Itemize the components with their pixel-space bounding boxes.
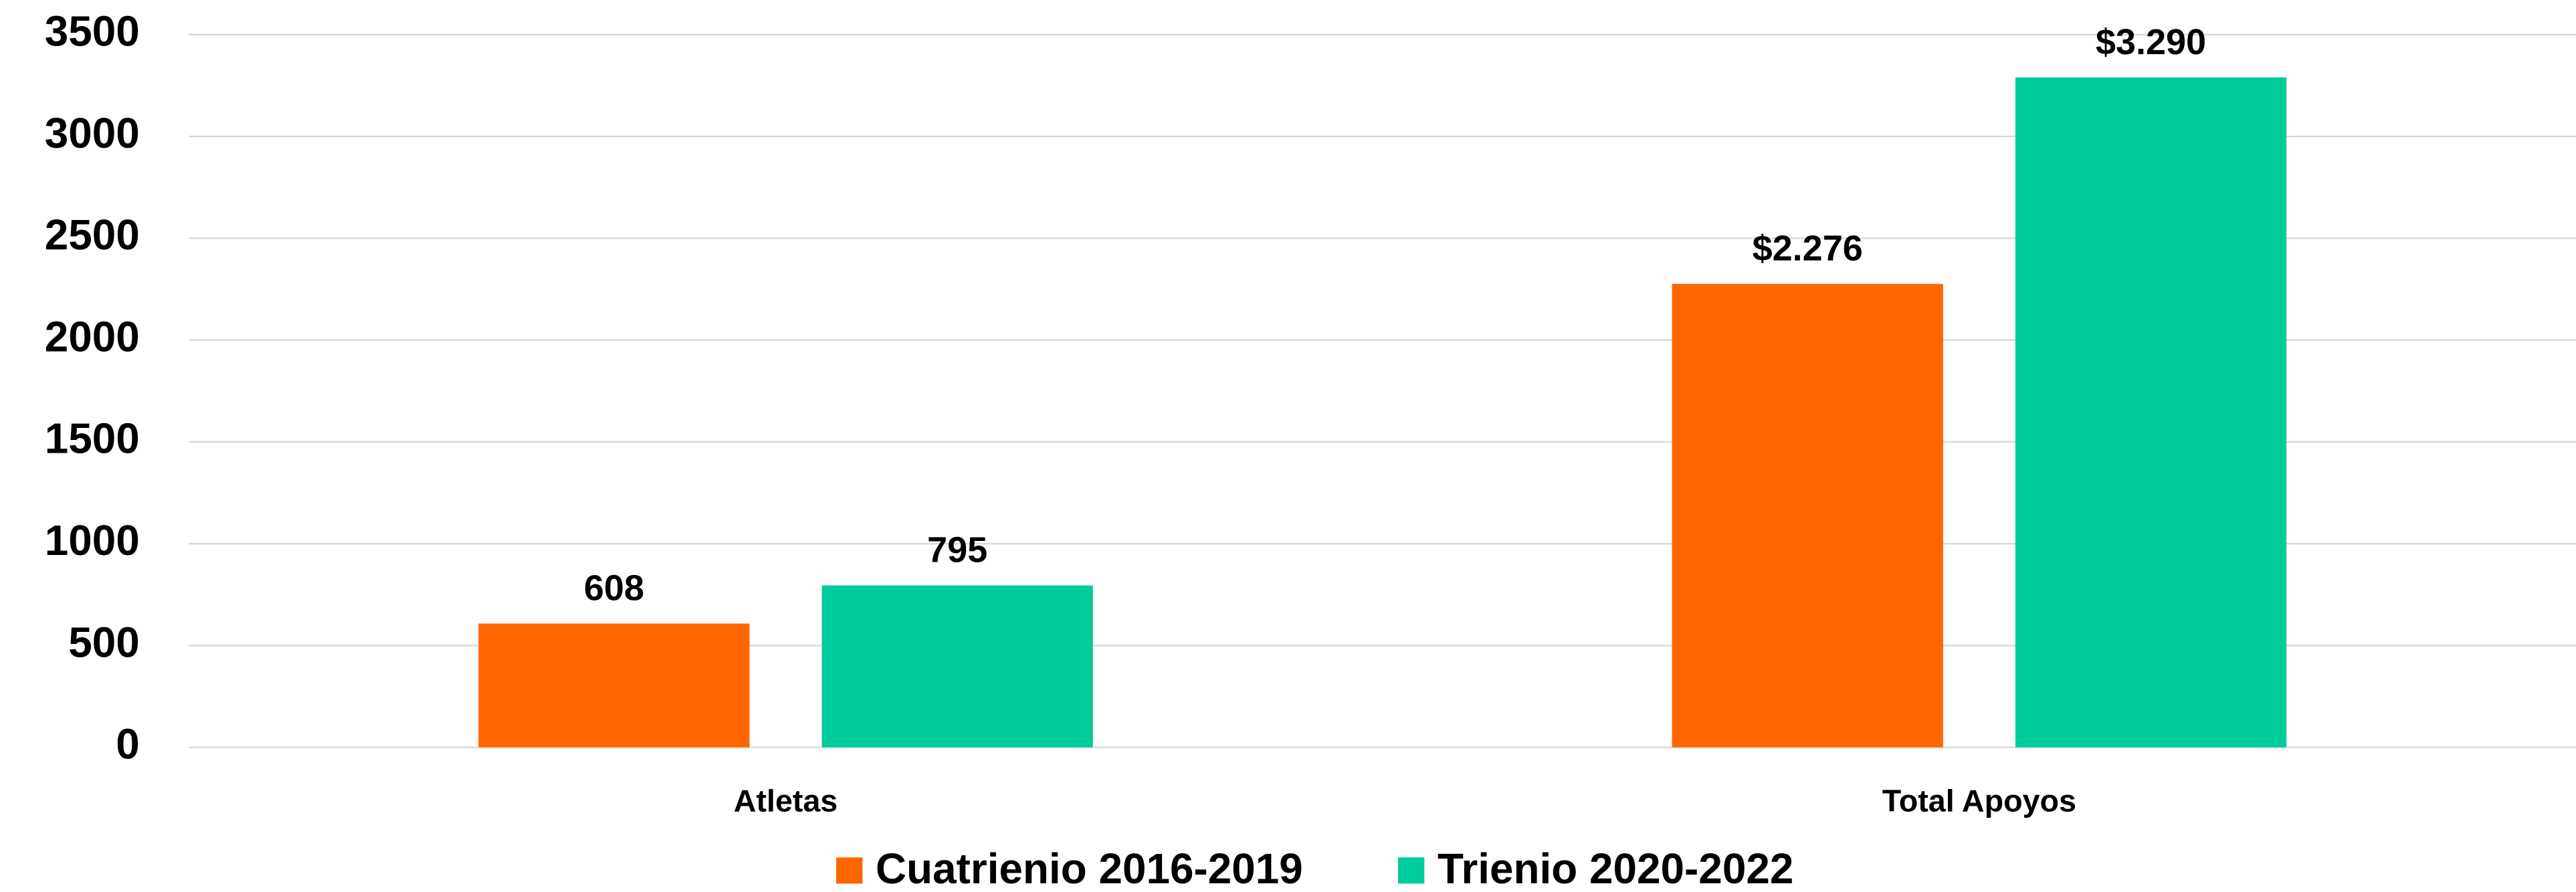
y-tick-label: 2000 [45, 312, 140, 360]
legend-swatch [1398, 857, 1425, 884]
y-tick-label: 3500 [45, 7, 140, 55]
y-tick-label: 2500 [45, 211, 140, 259]
y-tick-label: 3000 [45, 109, 140, 157]
legend-label: Cuatrienio 2016-2019 [876, 845, 1303, 892]
y-tick-label: 0 [116, 720, 140, 768]
x-tick-label: Atletas [734, 784, 838, 818]
y-tick-label: 1000 [45, 516, 140, 564]
value-label: $3.290 [2096, 22, 2206, 62]
bar [2015, 77, 2287, 748]
value-label: $2.276 [1753, 229, 1863, 269]
bar [478, 623, 750, 748]
bar [821, 585, 1093, 748]
bar [1672, 284, 1943, 748]
y-tick-label: 500 [68, 618, 140, 666]
value-label: 795 [927, 530, 987, 570]
x-tick-label: Total Apoyos [1882, 784, 2076, 818]
legend-label: Trienio 2020-2022 [1438, 845, 1793, 892]
legend-swatch [836, 857, 863, 884]
y-tick-label: 1500 [45, 415, 140, 463]
value-label: 608 [584, 568, 644, 608]
